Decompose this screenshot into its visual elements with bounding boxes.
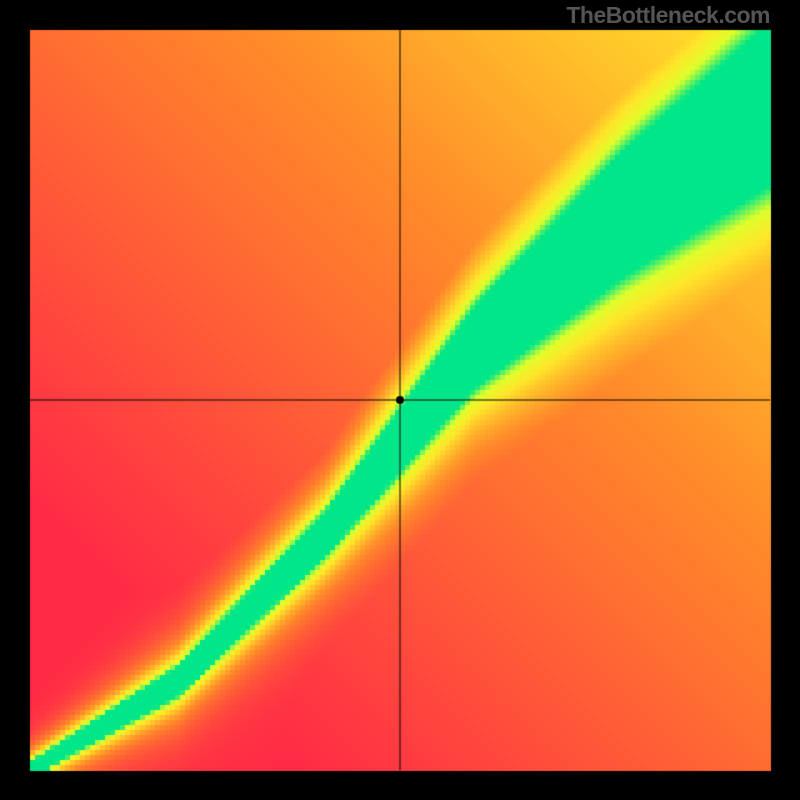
bottleneck-heatmap (0, 0, 800, 800)
watermark-text: TheBottleneck.com (566, 2, 770, 29)
chart-container: TheBottleneck.com (0, 0, 800, 800)
